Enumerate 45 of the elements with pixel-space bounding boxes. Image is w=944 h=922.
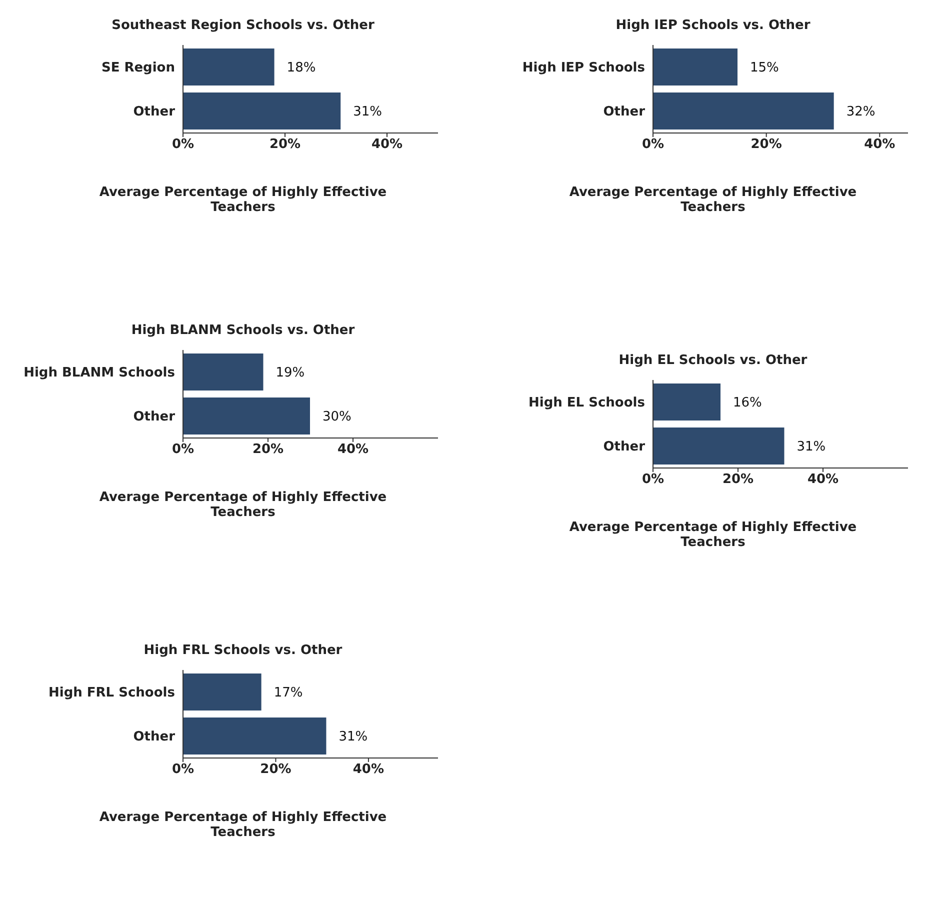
chart-title: Southeast Region Schools vs. Other — [110, 18, 376, 33]
y-tick-label: High BLANM Schools — [24, 366, 176, 381]
x-tick-label: 40% — [864, 137, 896, 152]
x-tick-label: 0% — [172, 442, 194, 458]
data-label: 17% — [274, 686, 303, 701]
x-tick-label: 20% — [750, 137, 782, 152]
data-label: 31% — [353, 104, 382, 120]
x-tick-label: 0% — [642, 472, 664, 488]
x-tick-label: 40% — [337, 442, 369, 458]
x-tick-label: 40% — [807, 472, 839, 488]
chart-title: High FRL Schools vs. Other — [142, 643, 344, 658]
y-tick-label: Other — [133, 104, 176, 120]
y-tick-label: High IEP Schools — [522, 60, 646, 76]
y-tick-label: SE Region — [101, 60, 175, 76]
x-tick-label: 20% — [252, 442, 284, 458]
data-label: 31% — [338, 730, 368, 745]
x-tick-label: 0% — [172, 762, 194, 778]
chart-title: High BLANM Schools vs. Other — [130, 323, 356, 338]
x-tick-label: 40% — [352, 762, 384, 778]
x-tick-label: 20% — [269, 137, 301, 152]
data-label: 16% — [733, 396, 762, 411]
x-axis-title: Average Percentage of Highly Effective Teachers — [568, 185, 858, 215]
data-label: 32% — [846, 104, 876, 120]
y-tick-label: Other — [603, 104, 646, 120]
chart-title: High EL Schools vs. Other — [618, 353, 808, 368]
x-tick-label: 40% — [371, 137, 403, 152]
data-label: 31% — [796, 440, 826, 455]
x-axis-title: Average Percentage of Highly Effective Teachers — [98, 490, 388, 520]
data-label: 30% — [322, 410, 352, 425]
y-tick-label: Other — [603, 440, 646, 455]
x-axis-title: Average Percentage of Highly Effective Teachers — [568, 520, 858, 550]
y-tick-label: High EL Schools — [528, 396, 646, 411]
y-tick-label: Other — [133, 410, 176, 425]
data-label: 15% — [750, 60, 779, 76]
x-tick-label: 0% — [642, 137, 664, 152]
y-tick-label: High FRL Schools — [48, 686, 176, 701]
chart-title: High IEP Schools vs. Other — [614, 18, 812, 33]
y-tick-label: Other — [133, 730, 176, 745]
x-tick-label: 20% — [722, 472, 754, 488]
data-label: 19% — [276, 366, 305, 381]
data-label: 18% — [286, 60, 316, 76]
x-axis-title: Average Percentage of Highly Effective Teachers — [98, 185, 388, 215]
x-tick-label: 0% — [172, 137, 194, 152]
x-axis-title: Average Percentage of Highly Effective Teachers — [98, 810, 388, 840]
x-tick-label: 20% — [260, 762, 292, 778]
